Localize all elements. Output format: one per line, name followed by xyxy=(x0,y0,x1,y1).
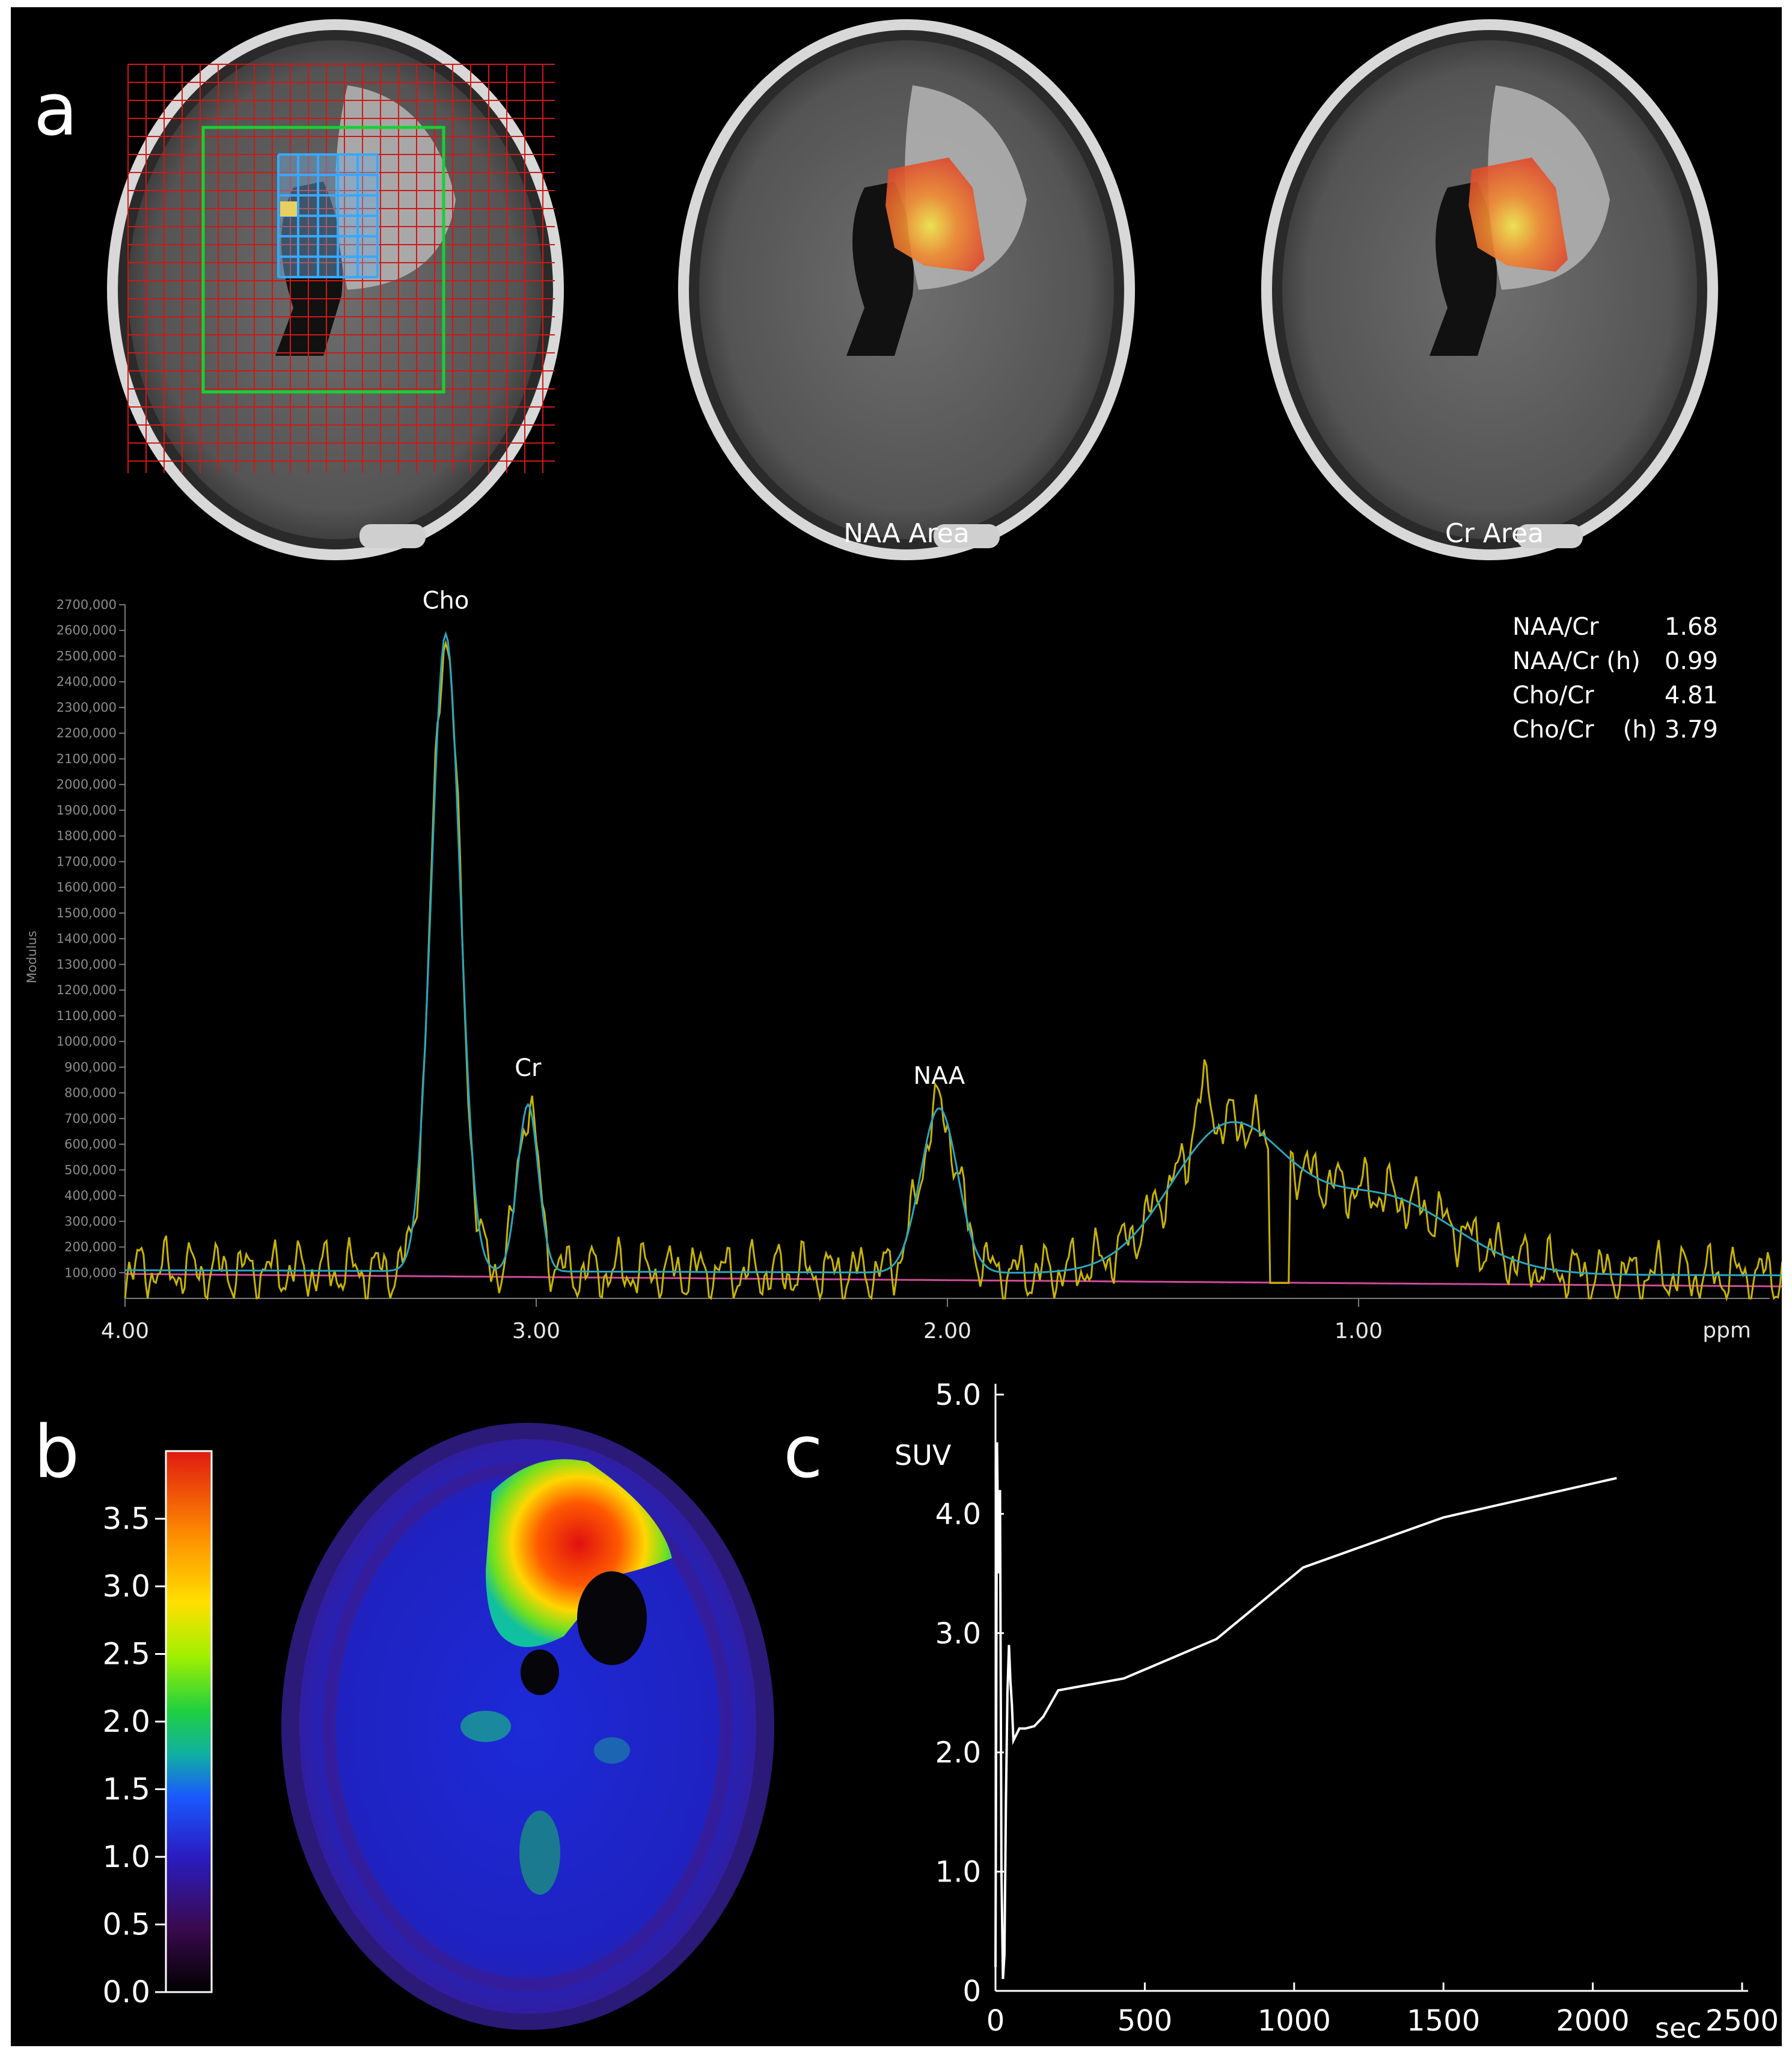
peak-label-naa: NAA xyxy=(913,1062,965,1090)
spectrum-y-tick-label: 1200,000 xyxy=(57,983,117,997)
spectrum-y-tick-label: 2500,000 xyxy=(57,649,117,663)
ratio-value: 4.81 xyxy=(1665,682,1718,709)
spectrum-y-tick-label: 100,000 xyxy=(64,1265,117,1280)
colorbar-tick-label: 2.0 xyxy=(102,1704,150,1739)
pet-colorbar: 0.0 0.5 1.0 1.5 2.0 2.5 3.0 3.5 xyxy=(102,1450,213,2010)
pet-scan-image xyxy=(281,1423,774,2030)
cr-map-image: Cr Area xyxy=(1261,19,1718,560)
spectrum-y-tick-label: 500,000 xyxy=(64,1163,117,1177)
green-roi-box xyxy=(201,126,445,394)
figure-panel: NAA Area Cr Area a Modulus ppm 100,000 20… xyxy=(11,7,1782,2046)
suv-x-tick-label: 0 xyxy=(986,2004,1005,2038)
suv-x-tick-label: 2500 xyxy=(1705,2004,1779,2038)
spectrum-y-tick-label: 900,000 xyxy=(64,1060,117,1074)
spectrum-x-unit: ppm xyxy=(1702,1318,1751,1343)
peak-label-cr: Cr xyxy=(515,1054,542,1082)
blue-voxel-grid xyxy=(277,153,379,278)
suv-curve xyxy=(994,1442,1617,1979)
spectrum-y-tick-label: 2000,000 xyxy=(57,777,117,792)
suv-x-tick-label: 2000 xyxy=(1556,2004,1630,2038)
ratio-label: NAA/Cr xyxy=(1512,613,1599,641)
colorbar-tick-label: 3.5 xyxy=(102,1502,150,1536)
spectrum-y-tick-label: 200,000 xyxy=(64,1240,117,1255)
ratio-value: 1.68 xyxy=(1665,613,1718,641)
suv-chart: SUV sec 0 1.0 2.0 3.0 4.0 5.0 0 500 1000 1500 200… xyxy=(894,1378,1779,2044)
ratio-label: NAA/Cr (h) xyxy=(1512,647,1641,675)
mrs-spectrum-chart: Modulus ppm 100,000 200,000 300,000 400,000… xyxy=(25,587,1782,1343)
colorbar-tick-label: 1.5 xyxy=(102,1772,150,1807)
spectrum-x-tick-label: 4.00 xyxy=(101,1319,149,1343)
ratio-label: Cho/Cr xyxy=(1512,716,1594,744)
fitted-spectrum-line xyxy=(125,631,1782,1277)
spectrum-y-tick-label: 1700,000 xyxy=(57,854,117,869)
cr-overlay xyxy=(1469,157,1568,272)
suv-x-tick-label: 1000 xyxy=(1258,2004,1331,2038)
panel-label-a: a xyxy=(34,69,78,152)
suv-x-tick-label: 1500 xyxy=(1407,2004,1480,2038)
spectrum-y-tick-label: 2600,000 xyxy=(57,623,117,638)
spectrum-y-tick-label: 1100,000 xyxy=(57,1009,117,1023)
voxel-grid-mri xyxy=(107,19,564,560)
panel-label-c: c xyxy=(783,1411,823,1494)
cr-area-caption: Cr Area xyxy=(1445,518,1544,549)
spectrum-y-tick-label: 600,000 xyxy=(64,1137,117,1152)
suv-y-tick-label: 0 xyxy=(962,1975,981,2008)
ratio-value: (h) 3.79 xyxy=(1623,716,1718,744)
spectrum-y-tick-label: 1000,000 xyxy=(57,1035,117,1049)
peak-label-cho: Cho xyxy=(423,587,469,614)
spectrum-y-tick-label: 1900,000 xyxy=(57,803,117,818)
spectrum-y-tick-label: 2700,000 xyxy=(57,598,117,612)
colorbar-tick-label: 0.5 xyxy=(102,1907,150,1942)
spectrum-y-title: Modulus xyxy=(25,931,39,983)
suv-y-tick-label: 2.0 xyxy=(935,1736,981,1770)
spectrum-y-tick-label: 1500,000 xyxy=(57,906,117,920)
spectrum-x-tick-label: 1.00 xyxy=(1335,1319,1383,1343)
spectrum-y-tick-label: 2100,000 xyxy=(57,751,117,766)
suv-y-tick-label: 4.0 xyxy=(935,1497,981,1531)
colorbar-tick-label: 3.0 xyxy=(102,1569,150,1604)
naa-area-caption: NAA Area xyxy=(843,518,970,549)
spectrum-y-tick-label: 2300,000 xyxy=(57,700,117,715)
naa-map-image: NAA Area xyxy=(678,19,1135,560)
spectrum-y-tick-label: 1600,000 xyxy=(57,880,117,894)
suv-y-title: SUV xyxy=(894,1439,952,1472)
spectrum-x-tick-label: 3.00 xyxy=(512,1319,560,1343)
spectrum-y-tick-label: 700,000 xyxy=(64,1111,117,1126)
suv-x-title: sec xyxy=(1655,2012,1702,2044)
spectrum-y-tick-label: 400,000 xyxy=(64,1188,117,1203)
spectrum-y-tick-label: 1400,000 xyxy=(57,932,117,946)
spectrum-y-tick-label: 2200,000 xyxy=(57,726,117,741)
spectrum-y-tick-label: 2400,000 xyxy=(57,674,117,689)
colorbar-tick-label: 0.0 xyxy=(102,1975,150,2010)
figure-svg: NAA Area Cr Area a Modulus ppm 100,000 20… xyxy=(25,19,1782,2044)
ratio-label: Cho/Cr xyxy=(1512,682,1594,709)
baseline-line xyxy=(125,1273,1782,1288)
spectrum-y-tick-label: 1300,000 xyxy=(57,957,117,971)
colorbar-tick-label: 1.0 xyxy=(102,1839,150,1874)
pet-hotspot xyxy=(486,1459,672,1647)
spectrum-y-tick-label: 1800,000 xyxy=(57,829,117,843)
ratio-value: 0.99 xyxy=(1665,647,1718,675)
suv-y-tick-label: 5.0 xyxy=(935,1378,981,1412)
panel-label-b: b xyxy=(34,1411,79,1494)
spectrum-x-tick-label: 2.00 xyxy=(923,1319,971,1343)
red-voxel-grid xyxy=(127,64,555,473)
colorbar-tick-label: 2.5 xyxy=(102,1637,150,1672)
naa-overlay xyxy=(885,157,985,272)
suv-y-tick-label: 3.0 xyxy=(935,1617,981,1651)
spectrum-y-tick-label: 800,000 xyxy=(64,1086,117,1100)
spectrum-y-tick-label: 300,000 xyxy=(64,1214,117,1229)
suv-y-tick-label: 1.0 xyxy=(935,1856,981,1889)
suv-x-tick-label: 500 xyxy=(1118,2004,1173,2038)
